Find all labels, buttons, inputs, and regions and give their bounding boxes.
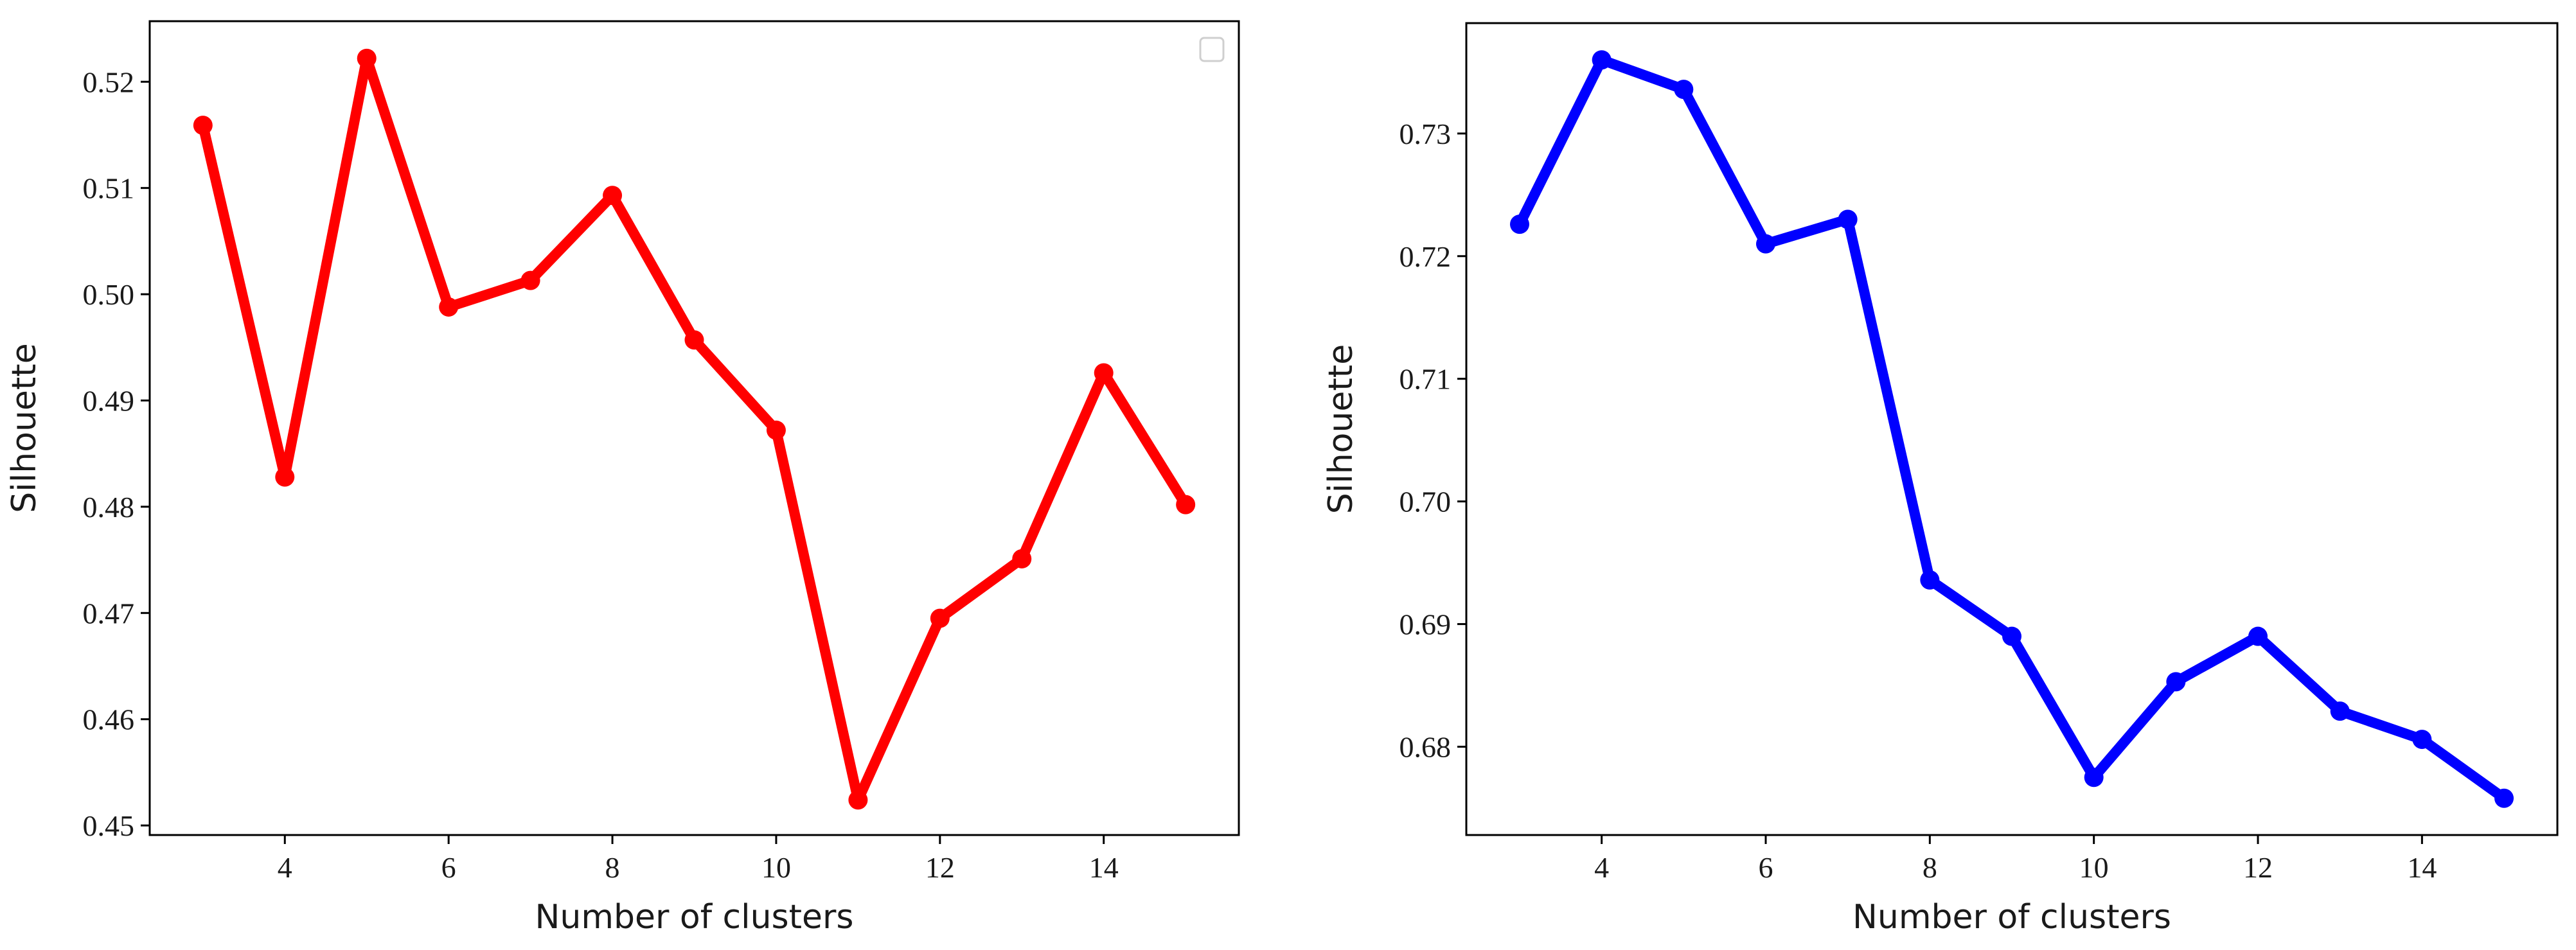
data-point — [684, 330, 704, 350]
y-tick-label: 0.72 — [1399, 240, 1452, 273]
y-tick-label: 0.47 — [83, 597, 135, 629]
y-tick-label: 0.73 — [1399, 118, 1452, 150]
y-tick-label: 0.69 — [1399, 608, 1452, 641]
x-tick-label: 8 — [605, 851, 620, 884]
x-tick-label: 14 — [2407, 851, 2437, 884]
data-point — [275, 467, 295, 487]
data-point — [1012, 549, 1032, 568]
y-tick-label: 0.70 — [1399, 486, 1452, 518]
x-tick-label: 6 — [1758, 851, 1773, 884]
y-axis-title: Silhouette — [5, 343, 44, 513]
data-point — [1920, 570, 1940, 590]
data-point — [520, 270, 540, 290]
series-line — [197, 53, 1191, 805]
data-point — [1674, 80, 1694, 100]
x-axis-ticks: 4 6 8 10 12 14 — [278, 835, 1119, 884]
plot-frame — [148, 20, 1240, 836]
x-tick-label: 10 — [761, 851, 791, 884]
data-point — [2002, 626, 2021, 646]
data-point — [1755, 234, 1775, 254]
data-point — [1176, 495, 1196, 515]
x-axis-title: Number of clusters — [1852, 898, 2171, 937]
x-axis-ticks: 4 6 8 10 12 14 — [1594, 835, 2437, 884]
y-axis-ticks: 0.45 0.46 0.47 0.48 0.49 0.50 0.51 0.52 — [83, 66, 150, 842]
x-axis-title: Number of clusters — [535, 898, 853, 937]
x-tick-label: 12 — [925, 851, 955, 884]
y-tick-label: 0.48 — [83, 491, 135, 523]
silhouette-chart-red: 0.45 0.46 0.47 0.48 0.49 0.50 0.51 0.52 4 6 8 10 12… — [5, 20, 1240, 937]
x-tick-label: 6 — [441, 851, 456, 884]
y-tick-label: 0.51 — [83, 172, 135, 205]
y-tick-label: 0.52 — [83, 66, 135, 98]
series-group — [1509, 50, 2514, 808]
data-point — [2494, 788, 2514, 808]
data-point — [1592, 50, 1612, 70]
data-point — [766, 420, 786, 440]
data-point — [1509, 215, 1529, 234]
y-tick-label: 0.71 — [1399, 363, 1452, 396]
data-point — [193, 116, 213, 136]
x-tick-label: 4 — [278, 851, 292, 884]
data-point — [2248, 626, 2268, 646]
y-tick-label: 0.45 — [83, 809, 135, 842]
legend-box — [1199, 37, 1225, 62]
plot-frame — [1465, 22, 2559, 836]
data-point — [1838, 209, 1858, 229]
y-axis-title: Silhouette — [1322, 344, 1360, 514]
data-point — [439, 297, 459, 317]
data-point — [357, 48, 377, 68]
x-tick-label: 14 — [1089, 851, 1119, 884]
data-point — [603, 186, 623, 206]
series-group — [193, 48, 1196, 810]
x-tick-label: 12 — [2243, 851, 2273, 884]
data-point — [1094, 363, 1114, 383]
y-tick-label: 0.49 — [83, 384, 135, 417]
x-tick-label: 8 — [1923, 851, 1937, 884]
data-point — [2166, 672, 2186, 692]
y-tick-label: 0.68 — [1399, 731, 1452, 764]
y-tick-label: 0.46 — [83, 703, 135, 736]
x-tick-label: 10 — [2079, 851, 2109, 884]
data-point — [2412, 730, 2432, 750]
x-tick-label: 4 — [1594, 851, 1609, 884]
y-axis-ticks: 0.68 0.69 0.70 0.71 0.72 0.73 — [1399, 118, 1466, 764]
series-line — [1514, 55, 2510, 804]
data-point — [2330, 701, 2350, 721]
silhouette-chart-blue: 0.68 0.69 0.70 0.71 0.72 0.73 4 6 8 10 12 14 Numbe… — [1322, 22, 2559, 937]
data-point — [930, 608, 950, 628]
data-point — [848, 790, 868, 810]
data-point — [2084, 768, 2104, 787]
y-tick-label: 0.50 — [83, 278, 135, 311]
